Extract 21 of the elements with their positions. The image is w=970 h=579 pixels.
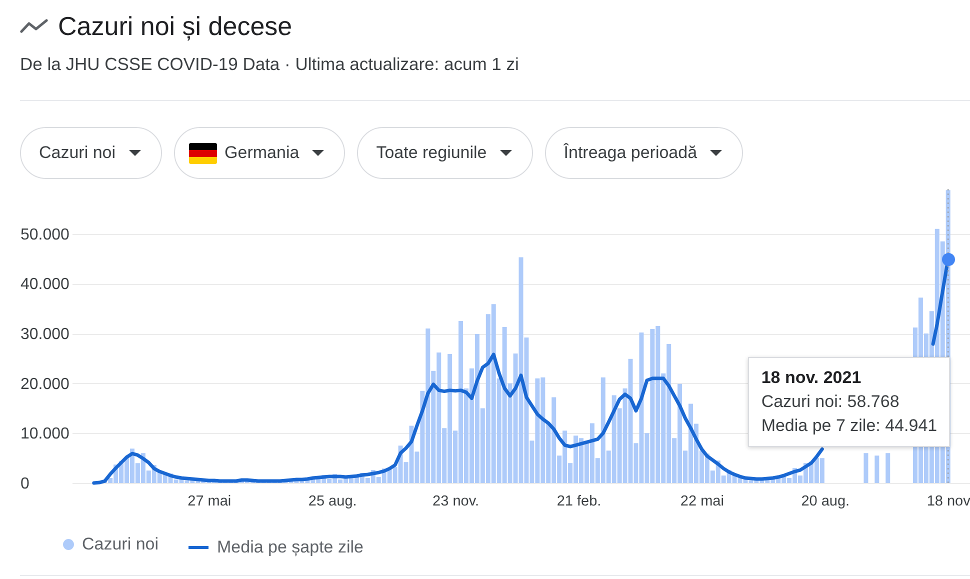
chart-title: Cazuri noi și decese — [58, 11, 292, 42]
y-tick-label: 0 — [20, 476, 30, 492]
x-tick-label: 23 nov. — [432, 494, 480, 510]
y-tick-label: 50.000 — [20, 226, 70, 244]
x-tick-label: 25 aug. — [308, 494, 357, 510]
x-tick-label: 20 aug. — [801, 494, 850, 510]
x-tick-label: 22 mai — [680, 494, 724, 510]
x-tick-label: 27 mai — [188, 494, 232, 510]
annotation: Media pe 7 zile: 44.941 — [761, 415, 938, 438]
tooltip: 18 nov. 2021 Cazuri noi: 58.768 Media pe 7 zile: 44.941 — [748, 357, 950, 448]
x-tick-label: 21 feb. — [556, 494, 602, 510]
y-tick-label: 10.000 — [20, 426, 70, 443]
annotation: Cazuri noi: 58.768 — [761, 391, 900, 414]
y-tick-label: 20.000 — [20, 376, 70, 393]
y-tick-label: 40.000 — [20, 276, 70, 294]
annotation: 18 nov. 2021 — [761, 367, 862, 390]
legend-label: Media pe șapte zile — [217, 538, 364, 556]
legend-label: Cazuri noi — [82, 534, 159, 554]
x-tick-label: 18 nov — [926, 494, 970, 510]
y-tick-label: 30.000 — [20, 326, 70, 344]
chart-subtitle: De la JHU CSSE COVID-19 Data · Ultima actualizare: acum 1 zi — [20, 54, 519, 75]
